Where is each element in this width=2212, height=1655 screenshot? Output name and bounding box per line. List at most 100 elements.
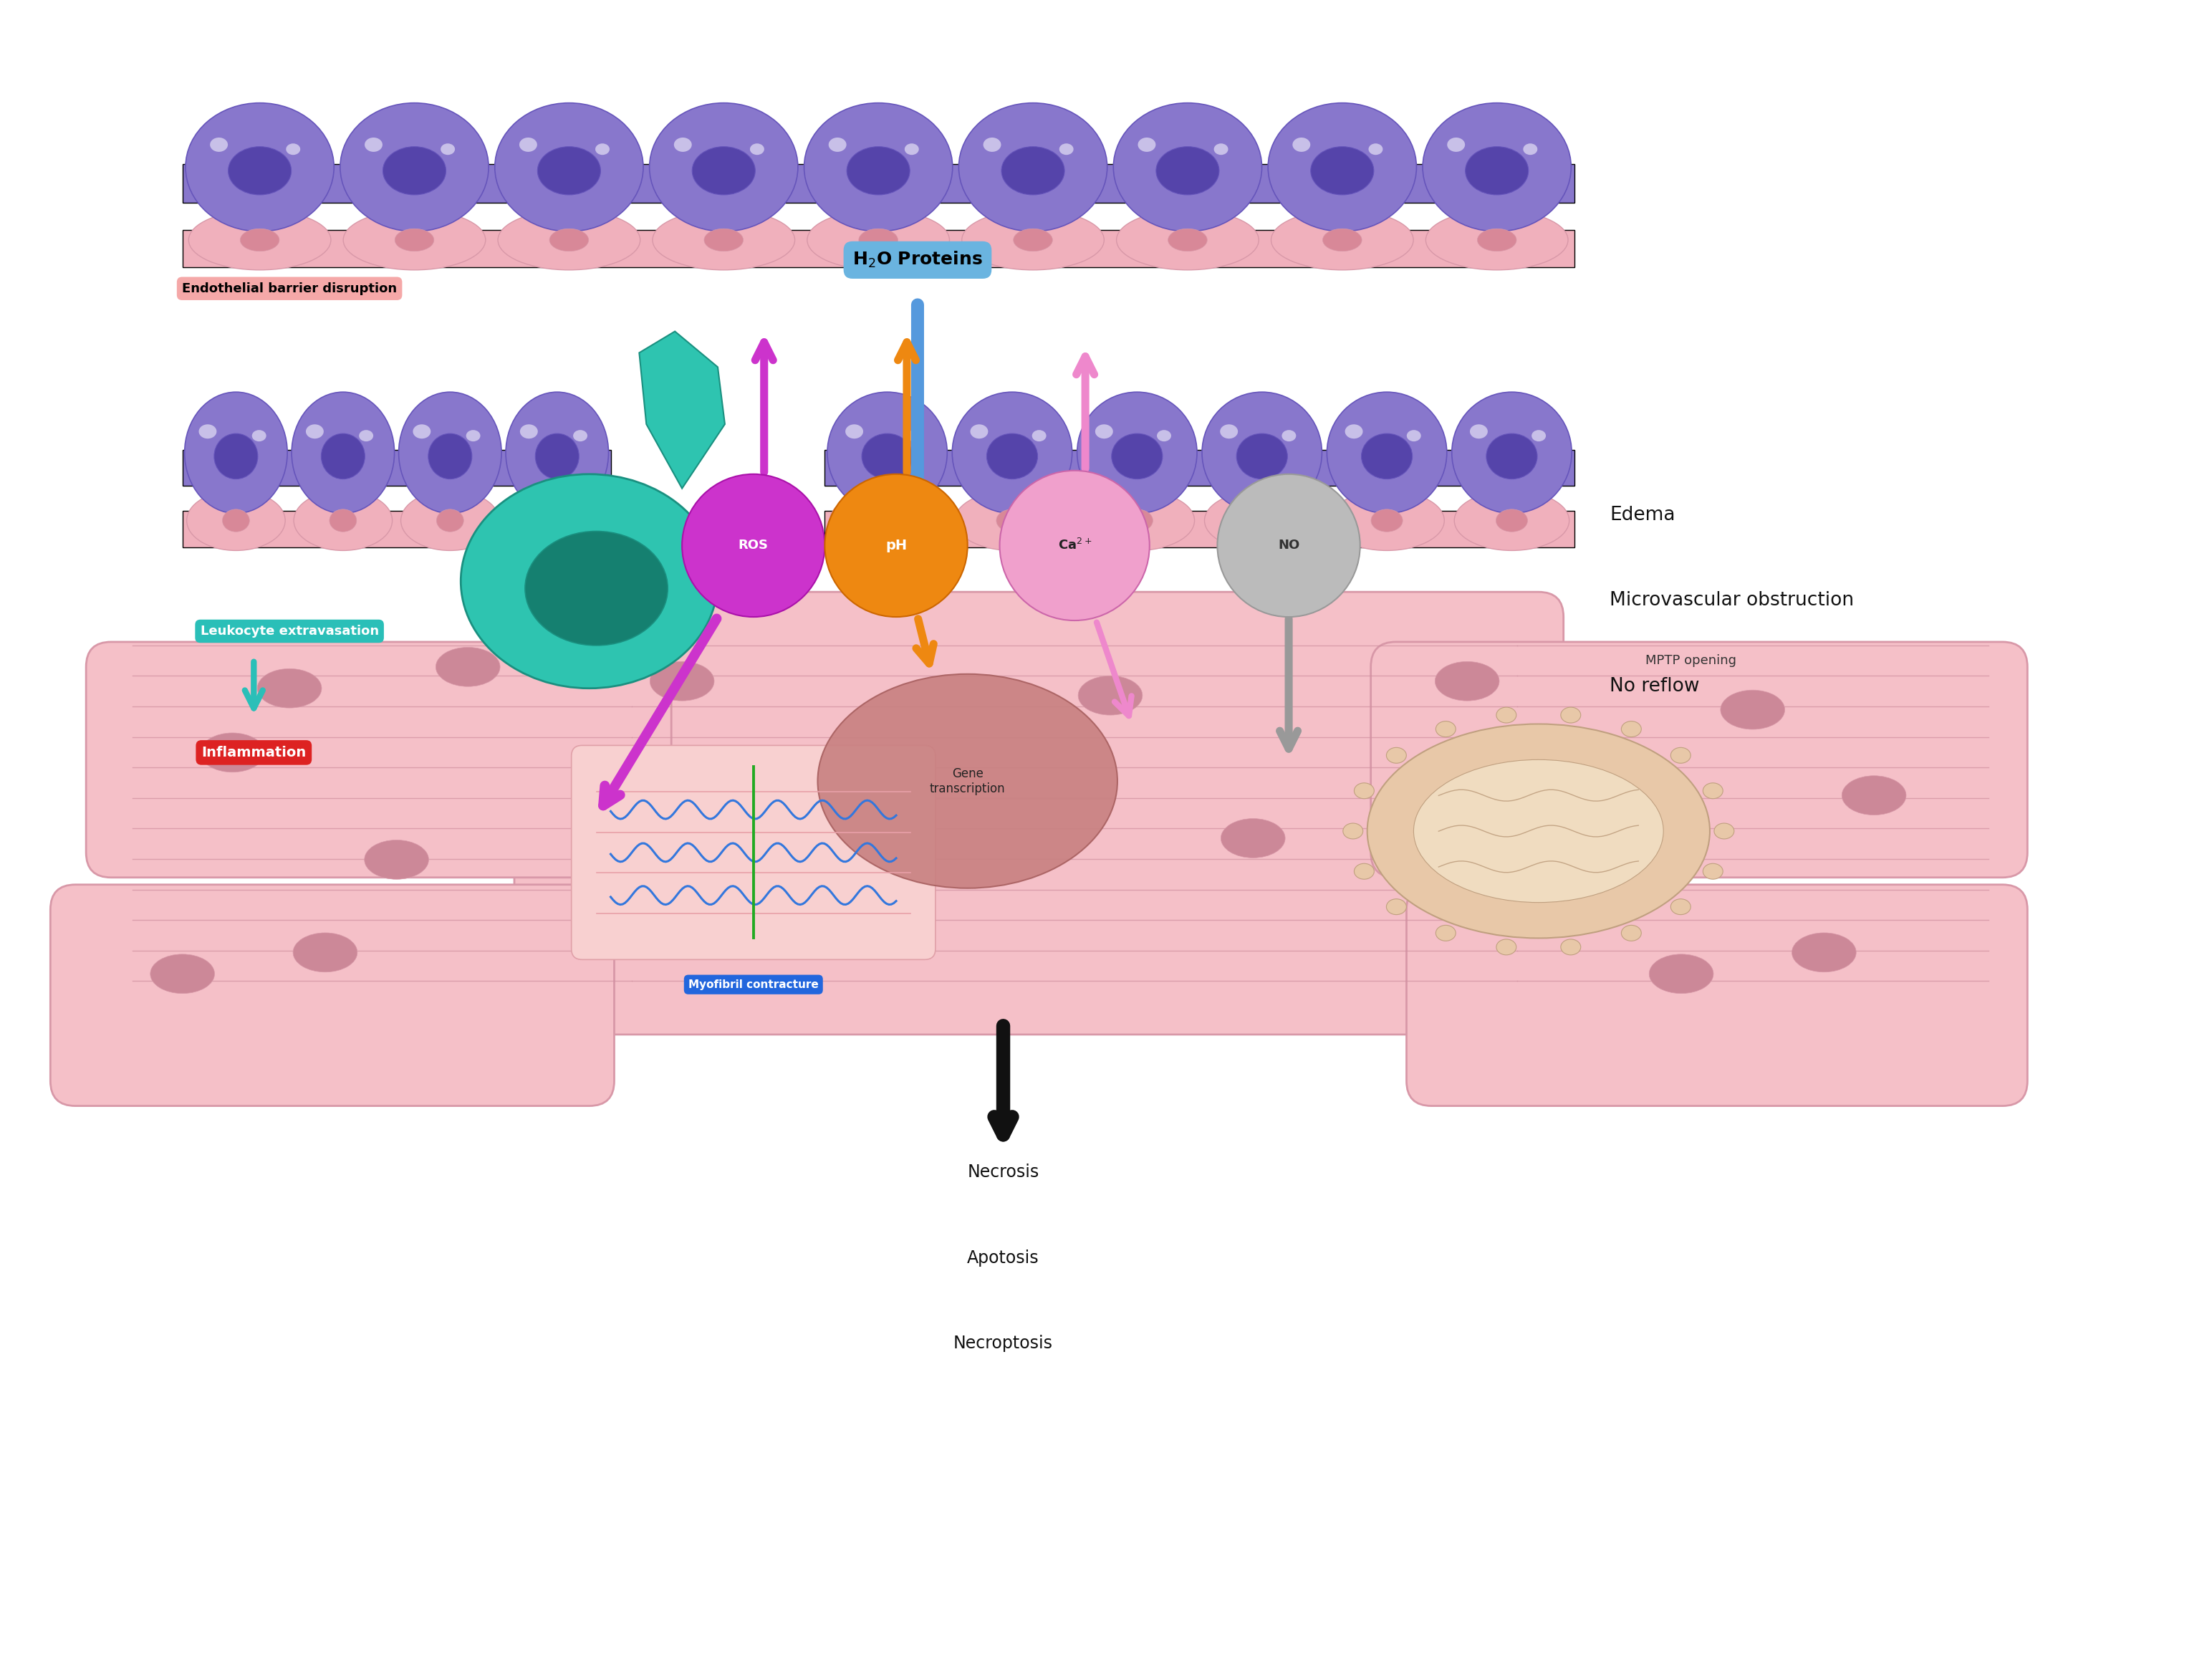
- Ellipse shape: [1327, 392, 1447, 513]
- Ellipse shape: [1621, 925, 1641, 942]
- Ellipse shape: [394, 228, 434, 252]
- Ellipse shape: [184, 392, 288, 513]
- Ellipse shape: [1427, 210, 1568, 270]
- Ellipse shape: [962, 210, 1104, 270]
- Ellipse shape: [186, 103, 334, 232]
- Ellipse shape: [1221, 819, 1285, 857]
- Ellipse shape: [215, 434, 259, 478]
- Ellipse shape: [436, 647, 500, 687]
- Ellipse shape: [460, 473, 717, 688]
- Ellipse shape: [383, 147, 447, 195]
- Ellipse shape: [573, 430, 588, 442]
- Ellipse shape: [365, 137, 383, 152]
- Ellipse shape: [1371, 510, 1402, 531]
- Ellipse shape: [1562, 707, 1582, 723]
- Ellipse shape: [1531, 430, 1546, 442]
- Ellipse shape: [675, 137, 692, 152]
- Ellipse shape: [1486, 434, 1537, 478]
- Ellipse shape: [1577, 811, 1641, 851]
- Ellipse shape: [1792, 933, 1856, 971]
- Ellipse shape: [1495, 707, 1515, 723]
- Ellipse shape: [509, 490, 606, 551]
- Ellipse shape: [1670, 899, 1690, 915]
- Ellipse shape: [520, 424, 538, 439]
- Ellipse shape: [538, 147, 602, 195]
- Circle shape: [1000, 470, 1150, 621]
- Ellipse shape: [1237, 434, 1287, 478]
- Ellipse shape: [495, 103, 644, 232]
- Ellipse shape: [1447, 137, 1464, 152]
- Ellipse shape: [1345, 424, 1363, 439]
- Ellipse shape: [1714, 823, 1734, 839]
- Ellipse shape: [257, 669, 321, 708]
- Ellipse shape: [188, 210, 332, 270]
- Ellipse shape: [1478, 228, 1517, 252]
- Ellipse shape: [1312, 147, 1374, 195]
- Ellipse shape: [186, 490, 285, 551]
- Ellipse shape: [549, 228, 588, 252]
- Ellipse shape: [1095, 424, 1113, 439]
- Ellipse shape: [1077, 392, 1197, 513]
- Ellipse shape: [858, 228, 898, 252]
- Ellipse shape: [1670, 748, 1690, 763]
- Ellipse shape: [1077, 675, 1141, 715]
- FancyBboxPatch shape: [181, 450, 611, 487]
- Ellipse shape: [1495, 510, 1528, 531]
- Ellipse shape: [1464, 147, 1528, 195]
- Ellipse shape: [805, 103, 953, 232]
- Ellipse shape: [987, 434, 1037, 478]
- Ellipse shape: [1703, 864, 1723, 879]
- Ellipse shape: [1168, 228, 1208, 252]
- FancyBboxPatch shape: [181, 230, 1575, 266]
- Ellipse shape: [1387, 748, 1407, 763]
- Ellipse shape: [1157, 147, 1219, 195]
- Ellipse shape: [414, 424, 431, 439]
- Ellipse shape: [520, 137, 538, 152]
- Ellipse shape: [398, 392, 502, 513]
- Ellipse shape: [1292, 137, 1310, 152]
- Ellipse shape: [1354, 864, 1374, 879]
- Ellipse shape: [507, 392, 608, 513]
- Text: Microvascular obstruction: Microvascular obstruction: [1610, 591, 1854, 609]
- Ellipse shape: [863, 434, 914, 478]
- Text: Inflammation: Inflammation: [201, 746, 305, 760]
- Ellipse shape: [341, 103, 489, 232]
- Ellipse shape: [845, 424, 863, 439]
- Ellipse shape: [971, 424, 989, 439]
- Ellipse shape: [1002, 147, 1064, 195]
- Ellipse shape: [1436, 925, 1455, 942]
- Ellipse shape: [252, 430, 265, 442]
- Ellipse shape: [1323, 228, 1363, 252]
- Ellipse shape: [544, 510, 571, 531]
- Ellipse shape: [650, 662, 714, 700]
- Ellipse shape: [1436, 662, 1500, 700]
- Ellipse shape: [321, 434, 365, 478]
- Text: Gene
transcription: Gene transcription: [929, 768, 1006, 794]
- Ellipse shape: [1221, 424, 1239, 439]
- Ellipse shape: [210, 137, 228, 152]
- Ellipse shape: [750, 144, 763, 156]
- Text: pH: pH: [885, 540, 907, 553]
- Ellipse shape: [1621, 722, 1641, 736]
- FancyBboxPatch shape: [181, 510, 611, 548]
- Ellipse shape: [1469, 424, 1489, 439]
- Text: ROS: ROS: [739, 540, 768, 553]
- Ellipse shape: [1343, 823, 1363, 839]
- Ellipse shape: [201, 733, 265, 773]
- Ellipse shape: [400, 490, 500, 551]
- FancyBboxPatch shape: [181, 164, 1575, 202]
- Ellipse shape: [1354, 783, 1374, 799]
- Ellipse shape: [1245, 510, 1279, 531]
- Text: Ca$^{2+}$: Ca$^{2+}$: [1057, 538, 1091, 553]
- Ellipse shape: [1113, 103, 1261, 232]
- Ellipse shape: [1214, 144, 1228, 156]
- FancyBboxPatch shape: [86, 642, 670, 877]
- Ellipse shape: [653, 210, 794, 270]
- Ellipse shape: [1033, 430, 1046, 442]
- Ellipse shape: [285, 144, 301, 156]
- Ellipse shape: [1843, 776, 1907, 814]
- Ellipse shape: [827, 392, 947, 513]
- Ellipse shape: [995, 510, 1029, 531]
- Ellipse shape: [1562, 940, 1582, 955]
- Ellipse shape: [703, 228, 743, 252]
